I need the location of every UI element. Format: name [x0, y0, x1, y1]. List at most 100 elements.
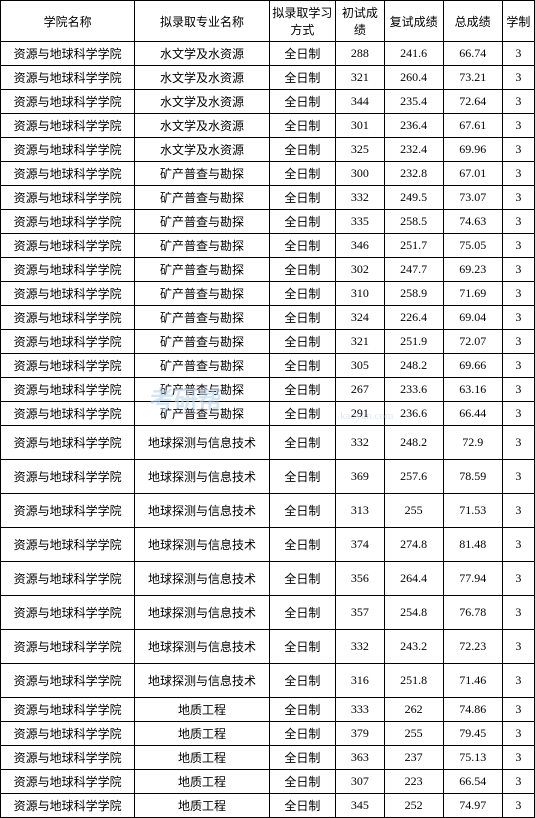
- cell-total: 74.63: [443, 210, 502, 234]
- table-row: 资源与地球科学学院矿产普查与勘探全日制310258.971.693: [1, 282, 535, 306]
- cell-years: 3: [502, 746, 534, 770]
- header-prelim: 初试成绩: [336, 1, 384, 42]
- cell-major: 地球探测与信息技术: [135, 460, 269, 494]
- cell-major: 矿产普查与勘探: [135, 402, 269, 426]
- cell-major: 地球探测与信息技术: [135, 630, 269, 664]
- cell-school: 资源与地球科学学院: [1, 354, 135, 378]
- cell-years: 3: [502, 354, 534, 378]
- cell-school: 资源与地球科学学院: [1, 596, 135, 630]
- cell-mode: 全日制: [269, 494, 336, 528]
- cell-years: 3: [502, 210, 534, 234]
- cell-retest: 237: [384, 746, 443, 770]
- cell-years: 3: [502, 186, 534, 210]
- cell-prelim: 325: [336, 138, 384, 162]
- cell-mode: 全日制: [269, 562, 336, 596]
- cell-major: 水文学及水资源: [135, 114, 269, 138]
- cell-major: 地球探测与信息技术: [135, 528, 269, 562]
- cell-retest: 248.2: [384, 354, 443, 378]
- admission-table: 学院名称 拟录取专业名称 拟录取学习方式 初试成绩 复试成绩 总成绩 学制 资源…: [0, 0, 535, 818]
- table-row: 资源与地球科学学院矿产普查与勘探全日制267233.663.163: [1, 378, 535, 402]
- cell-total: 66.74: [443, 42, 502, 66]
- cell-school: 资源与地球科学学院: [1, 794, 135, 818]
- cell-major: 矿产普查与勘探: [135, 162, 269, 186]
- cell-years: 3: [502, 460, 534, 494]
- cell-total: 69.23: [443, 258, 502, 282]
- cell-prelim: 333: [336, 698, 384, 722]
- cell-retest: 236.4: [384, 114, 443, 138]
- table-row: 资源与地球科学学院矿产普查与勘探全日制302247.769.233: [1, 258, 535, 282]
- cell-years: 3: [502, 306, 534, 330]
- cell-retest: 232.4: [384, 138, 443, 162]
- cell-retest: 257.6: [384, 460, 443, 494]
- cell-prelim: 345: [336, 794, 384, 818]
- cell-mode: 全日制: [269, 630, 336, 664]
- table-row: 资源与地球科学学院水文学及水资源全日制321260.473.213: [1, 66, 535, 90]
- cell-prelim: 267: [336, 378, 384, 402]
- cell-prelim: 313: [336, 494, 384, 528]
- cell-major: 水文学及水资源: [135, 42, 269, 66]
- cell-mode: 全日制: [269, 138, 336, 162]
- cell-school: 资源与地球科学学院: [1, 90, 135, 114]
- cell-total: 81.48: [443, 528, 502, 562]
- cell-major: 地球探测与信息技术: [135, 562, 269, 596]
- cell-mode: 全日制: [269, 354, 336, 378]
- cell-major: 地球探测与信息技术: [135, 596, 269, 630]
- cell-prelim: 374: [336, 528, 384, 562]
- table-row: 资源与地球科学学院水文学及水资源全日制325232.469.963: [1, 138, 535, 162]
- cell-major: 矿产普查与勘探: [135, 210, 269, 234]
- cell-years: 3: [502, 90, 534, 114]
- cell-prelim: 316: [336, 664, 384, 698]
- cell-total: 75.13: [443, 746, 502, 770]
- cell-prelim: 332: [336, 426, 384, 460]
- cell-prelim: 369: [336, 460, 384, 494]
- table-row: 资源与地球科学学院地球探测与信息技术全日制332243.272.233: [1, 630, 535, 664]
- table-row: 资源与地球科学学院地质工程全日制30722366.543: [1, 770, 535, 794]
- cell-school: 资源与地球科学学院: [1, 460, 135, 494]
- cell-major: 矿产普查与勘探: [135, 186, 269, 210]
- cell-total: 73.07: [443, 186, 502, 210]
- cell-prelim: 288: [336, 42, 384, 66]
- cell-prelim: 310: [336, 282, 384, 306]
- cell-prelim: 332: [336, 630, 384, 664]
- cell-mode: 全日制: [269, 746, 336, 770]
- cell-prelim: 305: [336, 354, 384, 378]
- cell-mode: 全日制: [269, 66, 336, 90]
- cell-total: 69.66: [443, 354, 502, 378]
- cell-prelim: 363: [336, 746, 384, 770]
- cell-prelim: 357: [336, 596, 384, 630]
- cell-school: 资源与地球科学学院: [1, 402, 135, 426]
- cell-total: 79.45: [443, 722, 502, 746]
- cell-major: 地质工程: [135, 746, 269, 770]
- cell-total: 77.94: [443, 562, 502, 596]
- cell-years: 3: [502, 528, 534, 562]
- cell-school: 资源与地球科学学院: [1, 114, 135, 138]
- table-row: 资源与地球科学学院地球探测与信息技术全日制316251.871.463: [1, 664, 535, 698]
- table-row: 资源与地球科学学院矿产普查与勘探全日制321251.972.073: [1, 330, 535, 354]
- cell-school: 资源与地球科学学院: [1, 664, 135, 698]
- cell-prelim: 321: [336, 66, 384, 90]
- cell-prelim: 307: [336, 770, 384, 794]
- cell-major: 地球探测与信息技术: [135, 664, 269, 698]
- cell-school: 资源与地球科学学院: [1, 138, 135, 162]
- cell-major: 矿产普查与勘探: [135, 258, 269, 282]
- cell-total: 66.44: [443, 402, 502, 426]
- cell-prelim: 324: [336, 306, 384, 330]
- table-row: 资源与地球科学学院地质工程全日制34525274.973: [1, 794, 535, 818]
- table-row: 资源与地球科学学院矿产普查与勘探全日制324226.469.043: [1, 306, 535, 330]
- cell-retest: 258.5: [384, 210, 443, 234]
- cell-major: 地质工程: [135, 794, 269, 818]
- cell-mode: 全日制: [269, 162, 336, 186]
- cell-school: 资源与地球科学学院: [1, 282, 135, 306]
- cell-years: 3: [502, 698, 534, 722]
- cell-major: 矿产普查与勘探: [135, 306, 269, 330]
- cell-years: 3: [502, 494, 534, 528]
- cell-school: 资源与地球科学学院: [1, 258, 135, 282]
- cell-retest: 264.4: [384, 562, 443, 596]
- cell-retest: 249.5: [384, 186, 443, 210]
- cell-total: 74.97: [443, 794, 502, 818]
- cell-years: 3: [502, 114, 534, 138]
- header-major: 拟录取专业名称: [135, 1, 269, 42]
- table-row: 资源与地球科学学院地球探测与信息技术全日制357254.876.783: [1, 596, 535, 630]
- cell-mode: 全日制: [269, 770, 336, 794]
- cell-prelim: 344: [336, 90, 384, 114]
